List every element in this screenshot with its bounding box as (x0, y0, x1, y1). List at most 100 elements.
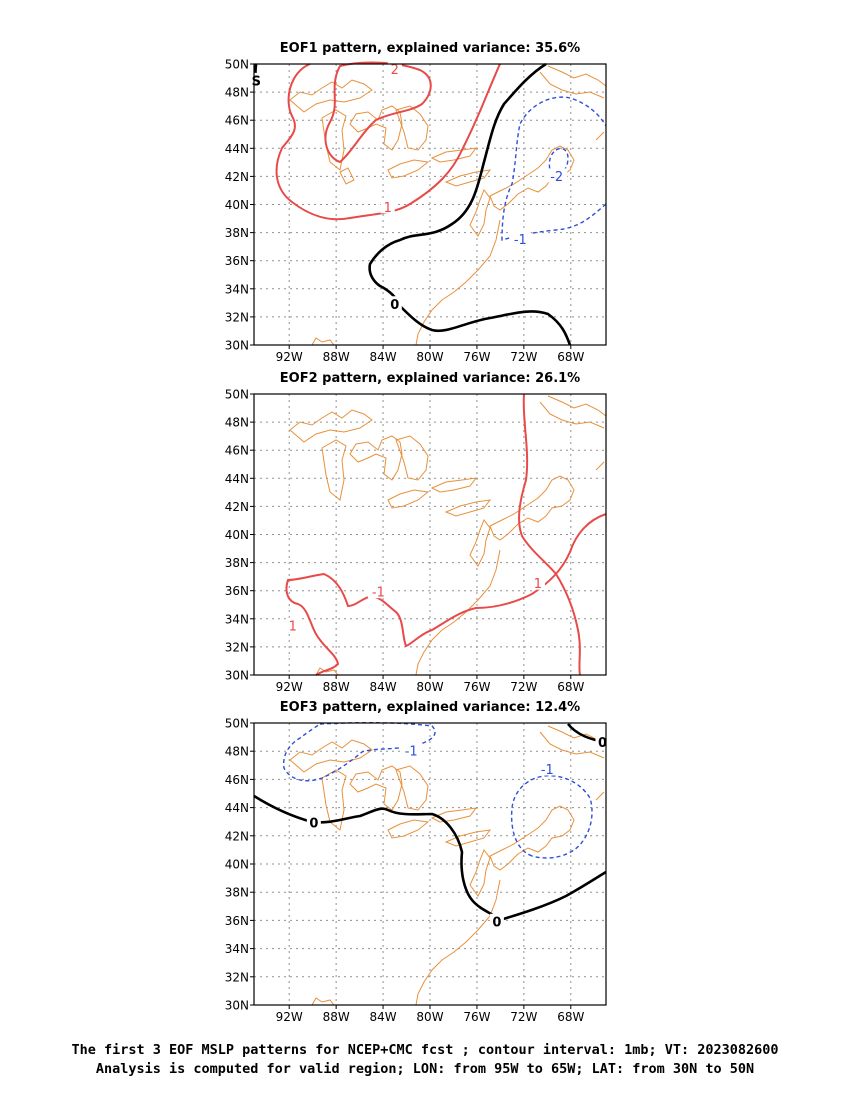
eof2-lon-ticks: 92W 88W 84W 80W 76W 72W 68W (276, 675, 584, 694)
lon-tick-label: 80W (416, 680, 443, 694)
contour-label-bg (509, 231, 531, 246)
eof1-grid (254, 64, 606, 345)
eof1-contour-labels: 2 1 0 S -2 -1 (249, 61, 568, 313)
eof2-panel: EOF2 pattern, explained variance: 26.1% … (225, 371, 607, 694)
eof2-frame (253, 393, 607, 676)
lon-tick-label: 68W (557, 680, 584, 694)
contour-label-bg (285, 617, 300, 632)
contour-label-bg (546, 168, 568, 183)
lat-tick-label: 30N (225, 339, 249, 353)
eof2-grid (254, 394, 606, 675)
lat-tick-label: 48N (225, 416, 249, 430)
contour-label: S (252, 74, 261, 89)
lat-tick-label: 44N (225, 801, 249, 815)
eof1-lat-ticks: 30N 32N 34N 36N 38N 40N 42N 44N 46N 48N 50N (225, 58, 254, 353)
lon-tick-label: 84W (369, 350, 396, 364)
lat-tick-label: 32N (225, 970, 249, 984)
lat-tick-label: 32N (225, 640, 249, 654)
contour-label: 0 (390, 298, 399, 313)
eof3-contours (253, 722, 607, 922)
lat-tick-label: 40N (225, 198, 249, 212)
contour-label-bg (367, 584, 389, 599)
lon-tick-label: 92W (276, 350, 303, 364)
lon-tick-label: 92W (276, 680, 303, 694)
lon-tick-label: 80W (416, 1010, 443, 1024)
eof2-coastlines (289, 395, 607, 676)
lon-tick-label: 80W (416, 350, 443, 364)
lat-tick-label: 50N (225, 717, 249, 731)
contour-label: -1 (514, 233, 527, 248)
eof1-lon-ticks: 92W 88W 84W 80W 76W 72W 68W (276, 345, 584, 364)
lat-tick-label: 50N (225, 58, 249, 72)
lat-tick-label: 40N (225, 528, 249, 542)
contour-label: 1 (289, 619, 297, 634)
eof1-title: EOF1 pattern, explained variance: 35.6% (280, 41, 580, 56)
eof1-frame (253, 63, 607, 346)
lat-tick-label: 48N (225, 86, 249, 100)
lat-tick-label: 46N (225, 444, 249, 458)
lon-tick-label: 88W (323, 350, 350, 364)
contour-label-bg (306, 815, 321, 830)
eof1-panel: EOF1 pattern, explained variance: 35.6% (225, 41, 607, 364)
eof3-title: EOF3 pattern, explained variance: 12.4% (280, 700, 580, 715)
lat-tick-label: 50N (225, 388, 249, 402)
lat-tick-label: 38N (225, 556, 249, 570)
eof3-lat-ticks: 30N 32N 34N 36N 38N 40N 42N 44N 46N 48N 50N (225, 717, 254, 1013)
lat-tick-label: 36N (225, 254, 249, 268)
lon-tick-label: 72W (510, 680, 537, 694)
contour-label-bg (400, 743, 422, 758)
eof1-coastlines (289, 65, 607, 346)
lat-tick-label: 44N (225, 142, 249, 156)
lat-tick-label: 40N (225, 858, 249, 872)
contour-label: 0 (598, 736, 607, 751)
contour-label: 2 (391, 63, 399, 78)
lon-tick-label: 88W (323, 1010, 350, 1024)
eof2-title: EOF2 pattern, explained variance: 26.1% (280, 371, 580, 386)
lon-tick-label: 84W (369, 680, 396, 694)
contour-label: 1 (384, 201, 392, 216)
lon-tick-label: 92W (276, 1010, 303, 1024)
lat-tick-label: 44N (225, 472, 249, 486)
lat-tick-label: 34N (225, 612, 249, 626)
eof1-contours (254, 61, 607, 346)
lat-tick-label: 32N (225, 310, 249, 324)
contour-label-bg (249, 72, 264, 87)
figure-caption-line-1: The first 3 EOF MSLP patterns for NCEP+C… (71, 1042, 779, 1058)
contour-label-bg (489, 913, 504, 928)
contour-label: -1 (541, 763, 554, 778)
contour-label: -1 (405, 745, 418, 760)
contour-label-bg (387, 61, 402, 76)
lon-tick-label: 84W (369, 1010, 396, 1024)
lat-tick-label: 34N (225, 942, 249, 956)
contour-label: 0 (309, 817, 318, 832)
lat-tick-label: 42N (225, 170, 249, 184)
eof3-contour-labels: -1 -1 0 0 0 (306, 734, 610, 930)
lon-tick-label: 72W (510, 1010, 537, 1024)
contour-label: -1 (372, 586, 385, 601)
lat-tick-label: 36N (225, 584, 249, 598)
eof3-frame (253, 722, 607, 1006)
eof3-coastlines (289, 725, 607, 1006)
lon-tick-label: 76W (463, 680, 490, 694)
lat-tick-label: 30N (225, 999, 249, 1013)
lat-tick-label: 42N (225, 500, 249, 514)
eof3-panel: EOF3 pattern, explained variance: 12.4% … (225, 700, 610, 1024)
eof2-contour-labels: -1 1 1 (285, 575, 545, 634)
contour-label-bg (387, 296, 402, 311)
lat-tick-label: 46N (225, 114, 249, 128)
contour-label-bg (530, 575, 545, 590)
lat-tick-label: 30N (225, 669, 249, 683)
contour-label: 1 (534, 577, 542, 592)
lat-tick-label: 46N (225, 773, 249, 787)
lat-tick-label: 38N (225, 886, 249, 900)
lon-tick-label: 76W (463, 1010, 490, 1024)
contour-label-bg (536, 761, 558, 776)
eof3-grid (254, 723, 606, 1005)
lon-tick-label: 88W (323, 680, 350, 694)
lon-tick-label: 72W (510, 350, 537, 364)
lon-tick-label: 76W (463, 350, 490, 364)
contour-label-bg (380, 199, 395, 214)
contour-label: 0 (492, 915, 501, 930)
contour-label: -2 (550, 170, 563, 185)
